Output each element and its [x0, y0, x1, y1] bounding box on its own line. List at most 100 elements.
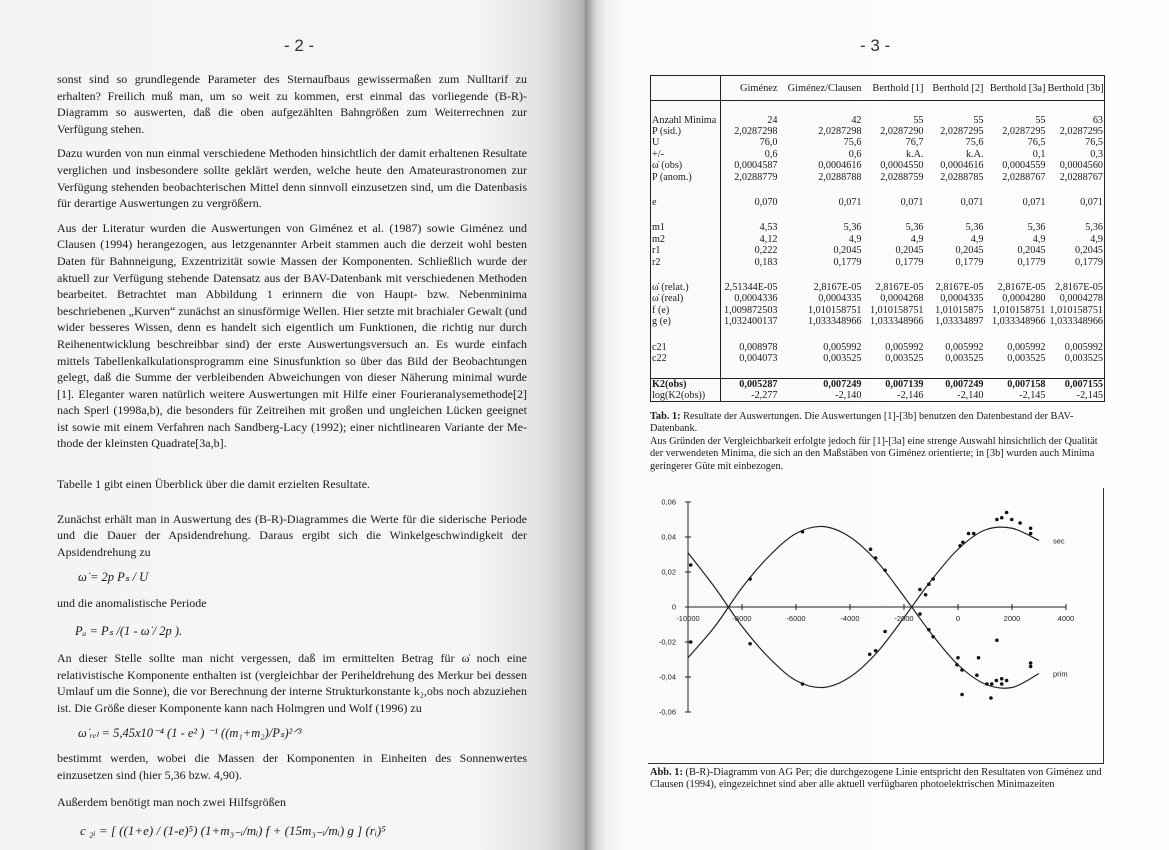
- table-cell: 0,003525: [945, 352, 984, 364]
- empty-cell: [863, 364, 925, 378]
- curve-sec: [687, 526, 1040, 688]
- empty-cell: [650, 267, 721, 282]
- empty-cell: [650, 182, 721, 197]
- row-label: e: [650, 196, 721, 209]
- x-tick-label: 2000: [1004, 614, 1021, 623]
- data-point-prim: [688, 639, 693, 644]
- data-point-sec: [1028, 531, 1033, 535]
- paragraph: Dazu wurden von nun einmal verschiedene …: [57, 146, 527, 211]
- empty-cell: [721, 101, 779, 115]
- table-cell: 5,36: [905, 222, 924, 234]
- row-label: log(K2(obs)): [650, 389, 721, 402]
- book-gutter: [585, 0, 607, 850]
- table-cell: 0,1779: [833, 256, 862, 268]
- empty-cell: [721, 268, 779, 282]
- table-cell: 0,6: [848, 148, 862, 160]
- table-cell: 5,36: [843, 222, 862, 234]
- table-cell: 4,9: [910, 233, 924, 245]
- x-tick-label: -2000: [894, 614, 913, 623]
- table-cell: 0,003525: [1064, 352, 1103, 364]
- table-row: e 0,070 0,071 0,071 0,071 0,071 0,071: [650, 196, 1105, 209]
- table-cell: 75,6: [843, 137, 862, 149]
- data-point-prim: [918, 611, 922, 616]
- table-cell: 0,0004335: [818, 293, 862, 305]
- table-cell: 0,1: [1032, 148, 1046, 160]
- table-spacer-row: [650, 208, 1105, 223]
- table-cell: 0,0004616: [940, 160, 984, 172]
- table-cell: 1,009872503: [724, 304, 778, 316]
- column-header: Berthold [1]: [862, 75, 925, 101]
- table-row: ω̇ (real) 0,0004336 0,0004335 0,0004268 0,00…: [650, 293, 1105, 305]
- series-label-prim: prim: [1053, 669, 1068, 678]
- table-cell: 5,36: [1085, 222, 1103, 234]
- row-label: K2(obs): [650, 377, 721, 390]
- empty-cell: [985, 327, 1047, 341]
- table-cell: 0,0004587: [734, 160, 778, 172]
- data-point-prim: [960, 692, 964, 696]
- empty-cell: [1047, 364, 1105, 378]
- empty-cell: [721, 183, 779, 197]
- table-header-row: Giménez Giménez/Clausen Berthold [1] Bertho…: [650, 75, 1105, 101]
- table-cell: 0,005287: [720, 377, 779, 390]
- data-point-sec: [1009, 517, 1014, 521]
- x-tick-label: 4000: [1058, 614, 1075, 623]
- table-cell: 2,0288779: [734, 171, 778, 183]
- page-number-left: - 2 -: [284, 36, 315, 55]
- table-cell: 63: [1092, 114, 1103, 126]
- column-header: Berthold [3b]: [1046, 75, 1105, 101]
- empty-cell: [985, 101, 1047, 115]
- table-cell: 2,0287295: [1059, 126, 1103, 138]
- paragraph: An dieser Stelle sollte man nicht verges…: [57, 651, 527, 715]
- empty-cell: [650, 327, 721, 342]
- table-cell: 0,005992: [823, 341, 862, 353]
- table-cell: 2,0288759: [880, 171, 924, 183]
- table-cell: 0,007249: [924, 377, 985, 390]
- empty-cell: [779, 101, 863, 115]
- table-cell: 76,5: [1085, 137, 1103, 149]
- table-cell: 1,010158751: [1049, 304, 1103, 316]
- table-cell: k.A.: [965, 148, 984, 160]
- table-caption: Tab. 1: Resultate der Auswertungen. Die …: [650, 411, 1105, 474]
- empty-cell: [779, 208, 863, 222]
- empty-cell: [650, 100, 721, 115]
- figure-box: 0,06 0,04 0,02 0 -0,02 -0,04 -0,06 -10000 -8000 -…: [648, 487, 1104, 764]
- table-cell: 42: [851, 114, 862, 126]
- data-point-prim: [989, 681, 994, 686]
- table-cell: 0,2045: [895, 245, 924, 257]
- table-cell: 1,010158751: [870, 304, 924, 316]
- x-tick-label: -6000: [786, 614, 805, 623]
- data-point-prim: [1004, 678, 1009, 682]
- table-cell: 0,008978: [739, 341, 778, 353]
- table-cell: 1,03334897: [935, 316, 984, 328]
- table-spacer-row: [650, 267, 1105, 282]
- table-cell: 1,010158751: [992, 304, 1046, 316]
- table-cell: 0,007155: [1046, 377, 1105, 390]
- x-tick-label: -4000: [840, 614, 859, 623]
- table-cell: 2,0287295: [940, 126, 984, 138]
- table-cell: -2,140: [835, 389, 862, 401]
- table-cell: 0,1779: [895, 256, 924, 268]
- table-cell: -2,277: [751, 389, 778, 401]
- data-point-sec: [966, 531, 971, 535]
- table-cell: 1,033348966: [992, 316, 1046, 328]
- data-point-sec: [1028, 526, 1033, 530]
- row-label: P (anom.): [650, 171, 721, 183]
- table-cell: -2,140: [957, 389, 984, 401]
- data-point-prim: [748, 641, 752, 646]
- paragraph: und die anomalistische Periode: [57, 596, 207, 611]
- paragraph: Außerdem benötigt man noch zwei Hilfsgrö…: [57, 794, 286, 809]
- table-cell: 0,005992: [1064, 341, 1103, 353]
- table-cell: 0,005992: [885, 341, 924, 353]
- table-cell: 5,36: [1027, 222, 1046, 234]
- table-row: r2 0,183 0,1779 0,1779 0,1779 0,1779 0,1779: [650, 256, 1105, 268]
- table-cell: 75,6: [965, 137, 984, 149]
- equation-anomalistic-period: Pₐ = Pₛ /(1 - ω̇ / 2p ).: [75, 624, 183, 639]
- table-cell: 0,070: [754, 197, 778, 209]
- table-row: +/- 0,6 0,6 k.A. k.A. 0,1 0,3: [650, 148, 1105, 161]
- table-cell: 55: [913, 114, 924, 126]
- figure-caption-text: (B-R)-Diagramm von AG Per; die durchgezo…: [650, 766, 1102, 791]
- paragraph: sonst sind so grundlegende Parameter des…: [57, 72, 527, 136]
- empty-cell: [863, 183, 925, 197]
- table-row: m1 4,53 5,36 5,36 5,36 5,36 5,36: [650, 222, 1105, 234]
- table-cell: 0,183: [754, 256, 778, 268]
